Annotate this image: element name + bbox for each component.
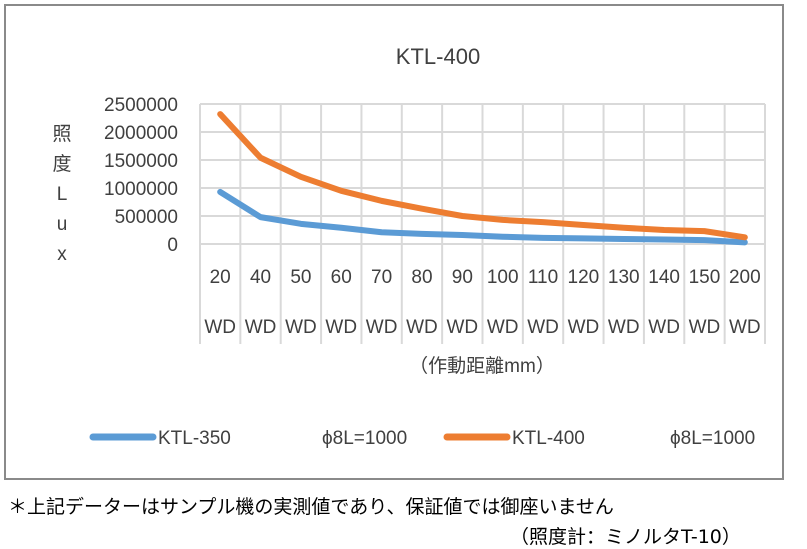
x-tick-suffix: WD xyxy=(245,317,277,338)
x-tick-label: 60 xyxy=(331,267,352,288)
chart-title: KTL-400 xyxy=(396,44,480,69)
y-tick-label: 1000000 xyxy=(104,179,178,200)
y-tick-label: 0 xyxy=(167,235,178,256)
y-tick-label: 500000 xyxy=(115,207,178,228)
x-tick-suffix: WD xyxy=(527,317,559,338)
x-tick-suffix: WD xyxy=(285,317,317,338)
y-tick-label: 2000000 xyxy=(104,123,178,144)
x-tick-suffix: WD xyxy=(729,317,761,338)
y-axis-label-char: L xyxy=(57,184,68,205)
x-tick-suffix: WD xyxy=(406,317,438,338)
x-tick-label: 50 xyxy=(290,267,311,288)
x-tick-label: 150 xyxy=(689,267,721,288)
y-axis-label-char: x xyxy=(57,244,67,265)
x-axis-title: （作動距離mm） xyxy=(409,355,555,377)
x-tick-suffix: WD xyxy=(689,317,721,338)
legend-label: KTL-350 xyxy=(158,428,231,449)
x-tick-label: 70 xyxy=(371,267,392,288)
x-tick-suffix: WD xyxy=(204,317,236,338)
x-tick-label: 200 xyxy=(729,267,761,288)
x-tick-label: 110 xyxy=(528,267,558,288)
x-tick-suffix: WD xyxy=(608,317,640,338)
series-line-KTL-350 xyxy=(217,188,748,246)
y-tick-label: 2500000 xyxy=(104,95,178,116)
x-tick-suffix: WD xyxy=(446,317,478,338)
x-tick-suffix: WD xyxy=(568,317,600,338)
x-tick-label: 20 xyxy=(210,267,231,288)
x-tick-label: 90 xyxy=(452,267,473,288)
x-tick-label: 130 xyxy=(608,267,640,288)
x-tick-suffix: WD xyxy=(487,317,519,338)
y-tick-label: 1500000 xyxy=(104,151,178,172)
legend-label-detail: ϕ8L=1000 xyxy=(322,428,407,449)
x-tick-suffix: WD xyxy=(366,317,398,338)
x-tick-label: 100 xyxy=(487,267,519,288)
x-tick-label: 80 xyxy=(411,267,432,288)
x-tick-suffix: WD xyxy=(648,317,680,338)
x-tick-label: 40 xyxy=(250,267,271,288)
x-tick-label: 120 xyxy=(568,267,600,288)
meter-note: （照度計：ミノルタT-10） xyxy=(510,526,741,548)
x-tick-label: 140 xyxy=(648,267,680,288)
x-tick-suffix: WD xyxy=(325,317,357,338)
y-axis-label-char: 照 xyxy=(52,124,71,145)
y-axis-label-char: 度 xyxy=(52,153,71,175)
y-axis-label-char: u xyxy=(57,214,68,235)
footnote: ＊上記データーはサンプル機の実測値であり、保証値では御座いません xyxy=(8,496,614,518)
chart-frame xyxy=(4,4,784,480)
legend-label: KTL-400 xyxy=(512,428,585,449)
series-line-KTL-400 xyxy=(217,111,748,241)
legend-label-detail: ϕ8L=1000 xyxy=(670,428,755,449)
